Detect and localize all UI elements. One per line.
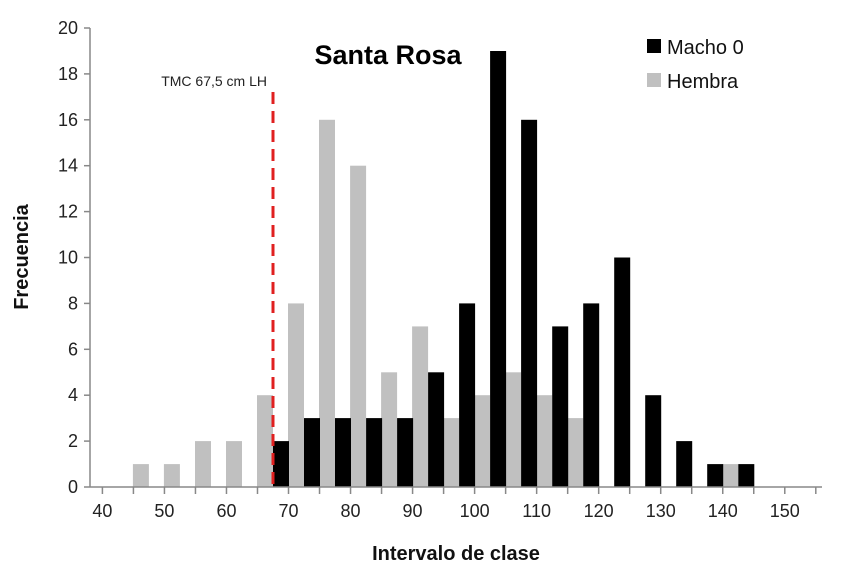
- x-tick-label: 140: [708, 501, 738, 521]
- bar-macho: [428, 372, 445, 488]
- bar-macho: [521, 119, 538, 488]
- y-tick-label: 6: [68, 339, 78, 359]
- x-tick-label: 70: [278, 501, 298, 521]
- bar-hembra: [350, 165, 367, 487]
- bar-macho: [273, 441, 289, 487]
- y-tick-label: 4: [68, 385, 78, 405]
- bar-macho: [676, 441, 693, 487]
- x-tick-label: 90: [403, 501, 423, 521]
- x-tick-label: 40: [92, 501, 112, 521]
- bar-macho: [738, 464, 755, 487]
- x-tick-label: 100: [460, 501, 490, 521]
- bar-hembra: [722, 464, 739, 487]
- y-tick-label: 2: [68, 431, 78, 451]
- bar-hembra: [226, 441, 242, 487]
- x-tick-label: 130: [646, 501, 676, 521]
- bar-hembra: [505, 372, 522, 488]
- legend-swatch-hembra: [647, 73, 661, 87]
- bar-hembra: [567, 418, 584, 487]
- y-tick-label: 20: [58, 18, 78, 38]
- bar-hembra: [288, 303, 304, 487]
- y-axis-ticks: 0 2 4 6 8 10 12 14 16 18 20: [58, 18, 90, 497]
- bar-macho: [459, 303, 476, 487]
- y-tick-label: 10: [58, 248, 78, 268]
- y-tick-label: 18: [58, 64, 78, 84]
- x-tick-label: 150: [770, 501, 800, 521]
- bar-hembra: [381, 372, 398, 488]
- reference-line-label: TMC 67,5 cm LH: [161, 73, 267, 89]
- x-tick-label: 80: [341, 501, 361, 521]
- x-axis-ticks: 40 50 60 70 80 90 100 110 120 130 140 150: [92, 487, 817, 521]
- bar-hembra: [474, 395, 491, 487]
- y-axis-title: Frecuencia: [11, 203, 33, 309]
- bar-hembra: [132, 464, 149, 487]
- bar-macho: [366, 418, 383, 487]
- bar-macho: [490, 51, 507, 487]
- bar-macho: [583, 303, 600, 487]
- legend-swatch-macho: [647, 39, 661, 53]
- y-tick-label: 8: [68, 293, 78, 313]
- series-macho: [273, 51, 755, 488]
- bar-macho: [707, 464, 724, 487]
- bar-hembra: [536, 395, 553, 487]
- y-tick-label: 16: [58, 110, 78, 130]
- series-hembra: [132, 119, 739, 488]
- bar-hembra: [412, 326, 429, 487]
- chart-title: Santa Rosa: [314, 40, 462, 70]
- legend-label-macho: Macho 0: [667, 37, 744, 59]
- bar-hembra: [163, 464, 180, 487]
- bar-hembra: [195, 441, 211, 487]
- bar-macho: [614, 257, 631, 487]
- bar-macho: [335, 418, 351, 487]
- legend: Macho 0 Hembra: [647, 37, 744, 93]
- x-axis-title: Intervalo de clase: [372, 543, 540, 563]
- bar-macho: [645, 395, 662, 487]
- y-tick-label: 14: [58, 156, 78, 176]
- x-tick-label: 60: [216, 501, 236, 521]
- y-tick-label: 0: [68, 477, 78, 497]
- x-tick-label: 120: [584, 501, 614, 521]
- bar-hembra: [257, 395, 273, 487]
- x-tick-label: 50: [154, 501, 174, 521]
- bar-hembra: [443, 418, 460, 487]
- x-tick-label: 110: [522, 501, 551, 521]
- bar-hembra: [319, 119, 335, 488]
- legend-label-hembra: Hembra: [667, 71, 739, 93]
- bar-macho: [304, 418, 320, 487]
- bar-macho: [397, 418, 414, 487]
- reference-line-group: TMC 67,5 cm LH: [161, 73, 275, 487]
- bar-macho: [552, 326, 569, 487]
- y-tick-label: 12: [58, 202, 78, 222]
